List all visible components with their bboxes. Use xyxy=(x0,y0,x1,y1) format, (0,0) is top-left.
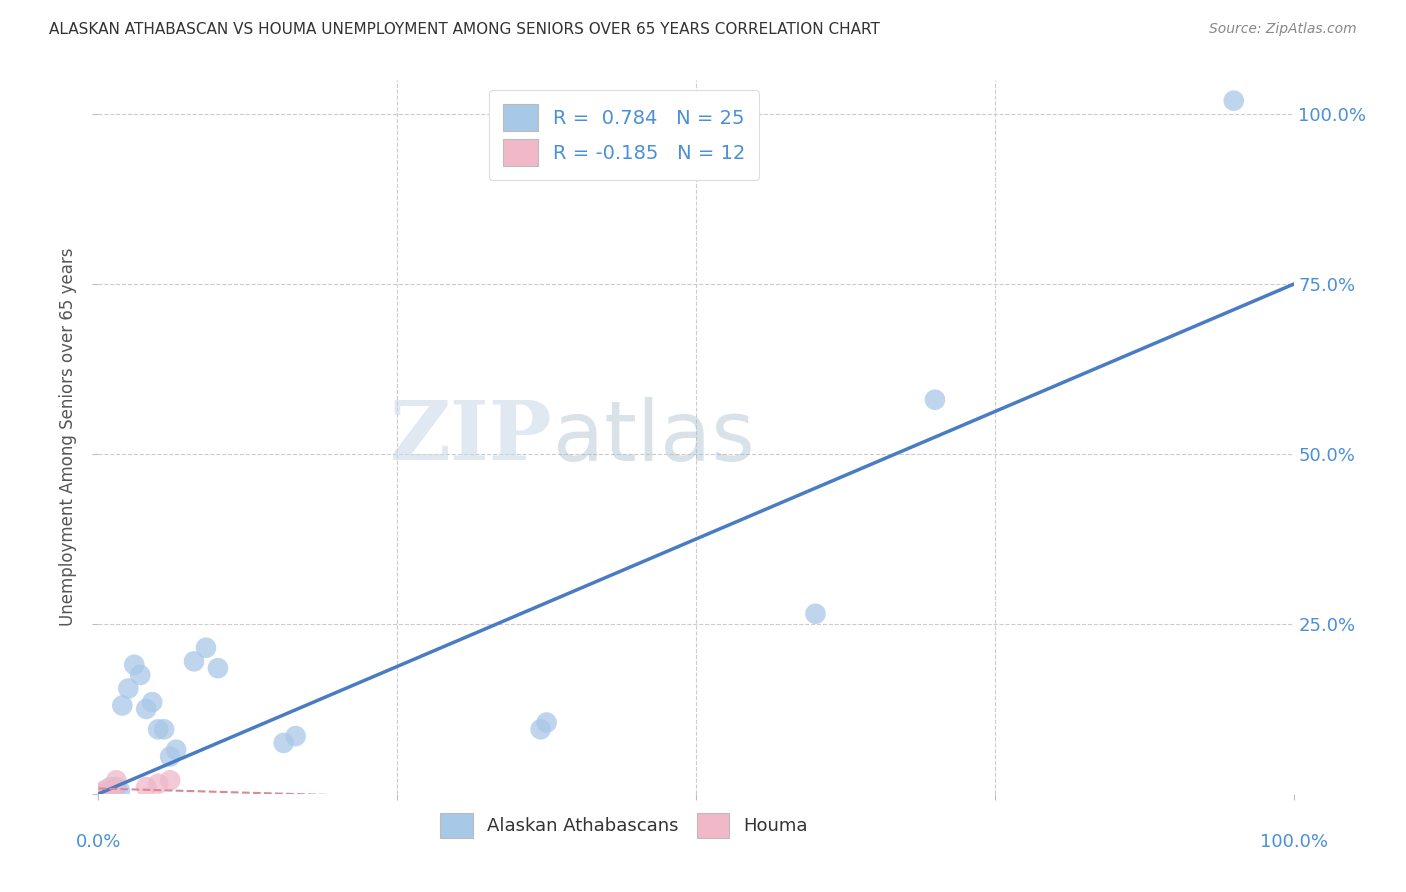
Point xyxy=(97,787,120,801)
Point xyxy=(98,783,122,797)
Text: ALASKAN ATHABASCAN VS HOUMA UNEMPLOYMENT AMONG SENIORS OVER 65 YEARS CORRELATION: ALASKAN ATHABASCAN VS HOUMA UNEMPLOYMENT… xyxy=(49,22,880,37)
Text: atlas: atlas xyxy=(553,397,754,477)
Point xyxy=(135,702,157,716)
Point xyxy=(129,668,152,682)
Point xyxy=(165,742,187,756)
Point xyxy=(105,773,128,788)
Point xyxy=(98,780,122,794)
Text: Source: ZipAtlas.com: Source: ZipAtlas.com xyxy=(1209,22,1357,37)
Point xyxy=(1223,94,1246,108)
Text: 0.0%: 0.0% xyxy=(76,833,121,851)
Point xyxy=(273,736,295,750)
Point xyxy=(101,783,124,797)
Point xyxy=(87,787,110,801)
Point xyxy=(93,783,115,797)
Point xyxy=(530,723,553,737)
Point xyxy=(91,787,114,801)
Point xyxy=(148,777,170,791)
Y-axis label: Unemployment Among Seniors over 65 years: Unemployment Among Seniors over 65 years xyxy=(59,248,77,626)
Point xyxy=(183,654,205,668)
Point xyxy=(153,723,176,737)
Legend: Alaskan Athabascans, Houma: Alaskan Athabascans, Houma xyxy=(429,802,820,849)
Point xyxy=(101,783,124,797)
Point xyxy=(111,698,134,713)
Point xyxy=(97,787,120,801)
Point xyxy=(124,657,146,672)
Point xyxy=(924,392,946,407)
Point xyxy=(159,749,181,764)
Point xyxy=(87,787,110,801)
Point xyxy=(93,787,115,801)
Point xyxy=(108,783,131,797)
Point xyxy=(117,681,139,696)
Point xyxy=(195,640,218,655)
Text: ZIP: ZIP xyxy=(389,397,553,477)
Point xyxy=(105,780,128,794)
Point xyxy=(90,787,112,801)
Text: 100.0%: 100.0% xyxy=(1260,833,1327,851)
Point xyxy=(141,695,163,709)
Point xyxy=(159,773,181,788)
Point xyxy=(94,787,117,801)
Point xyxy=(284,729,307,743)
Point xyxy=(804,607,827,621)
Point xyxy=(207,661,229,675)
Point xyxy=(148,723,170,737)
Point xyxy=(536,715,558,730)
Point xyxy=(135,780,157,794)
